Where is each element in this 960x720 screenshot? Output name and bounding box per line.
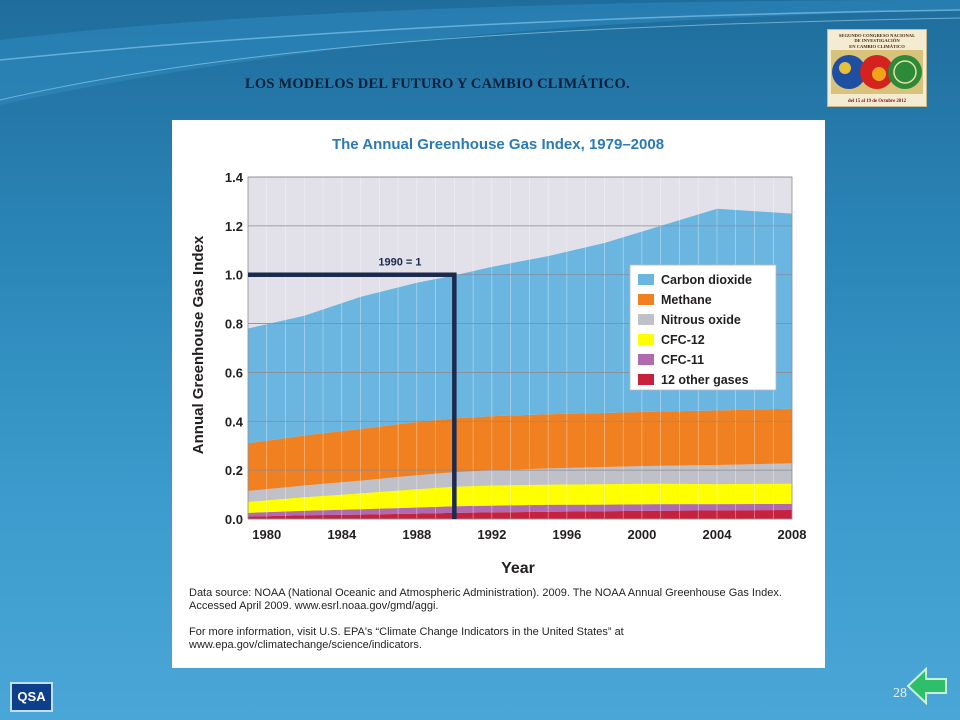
reference-line <box>248 272 457 519</box>
logo-globes-image <box>831 50 923 94</box>
y-tick-label: 0.6 <box>225 365 243 380</box>
legend-label: Carbon dioxide <box>661 273 752 287</box>
more-info-note: For more information, visit U.S. EPA's “… <box>189 626 624 651</box>
area-12-other-gases <box>248 510 792 519</box>
greenhouse-gas-index-chart: The Annual Greenhouse Gas Index, 1979–20… <box>190 136 807 577</box>
y-tick-label: 0.0 <box>225 512 243 527</box>
back-arrow-icon[interactable] <box>906 666 948 706</box>
legend-swatch <box>638 314 654 325</box>
legend-swatch <box>638 374 654 385</box>
x-tick-label: 1984 <box>327 527 357 542</box>
qsa-logo: QSA <box>10 682 53 712</box>
y-tick-label: 1.0 <box>225 268 243 283</box>
legend-swatch <box>638 294 654 305</box>
legend-label: 12 other gases <box>661 373 749 387</box>
logo-dates: del 15 al 19 de Octubre 2012 <box>847 99 906 104</box>
x-axis-label: Year <box>501 560 535 577</box>
legend-box <box>629 264 777 391</box>
legend-label: Methane <box>661 293 712 307</box>
legend-swatch <box>638 334 654 345</box>
header-swoosh <box>0 0 960 105</box>
page-number: 28 <box>893 686 907 701</box>
legend-swatch <box>638 274 654 285</box>
x-tick-label: 1996 <box>552 527 581 542</box>
x-tick-label: 2008 <box>778 527 807 542</box>
area-nitrous-oxide <box>248 463 792 502</box>
logo-text: SEGUNDO CONGRESO NACIONAL DE INVESTIGACI… <box>838 33 916 49</box>
y-tick-label: 1.4 <box>225 170 244 185</box>
x-tick-label: 2004 <box>703 527 733 542</box>
congress-logo: SEGUNDO CONGRESO NACIONAL DE INVESTIGACI… <box>827 29 927 107</box>
legend-label: CFC-11 <box>661 353 704 367</box>
y-axis-label: Annual Greenhouse Gas Index <box>190 235 207 454</box>
y-tick-label: 0.8 <box>225 317 243 332</box>
chart-title: The Annual Greenhouse Gas Index, 1979–20… <box>332 136 664 153</box>
annotation-label: 1990 = 1 <box>378 257 421 269</box>
y-tick-label: 1.2 <box>225 219 243 234</box>
area-cfc-12 <box>248 483 792 513</box>
area-cfc-11 <box>248 503 792 517</box>
x-tick-label: 1980 <box>252 527 281 542</box>
y-tick-label: 0.2 <box>225 463 243 478</box>
x-tick-label: 2000 <box>627 527 656 542</box>
plot-border <box>247 176 793 520</box>
legend-label: Nitrous oxide <box>661 313 741 327</box>
data-source-note: Data source: NOAA (National Oceanic and … <box>189 587 782 612</box>
legend-label: CFC-12 <box>661 333 705 347</box>
slide-title: LOS MODELOS DEL FUTURO Y CAMBIO CLIMÁTIC… <box>245 76 630 92</box>
x-tick-label: 1988 <box>402 527 431 542</box>
chart-figure: The Annual Greenhouse Gas Index, 1979–20… <box>172 120 825 668</box>
x-tick-label: 1992 <box>477 527 506 542</box>
legend-swatch <box>638 354 654 365</box>
y-tick-label: 0.4 <box>225 414 244 429</box>
